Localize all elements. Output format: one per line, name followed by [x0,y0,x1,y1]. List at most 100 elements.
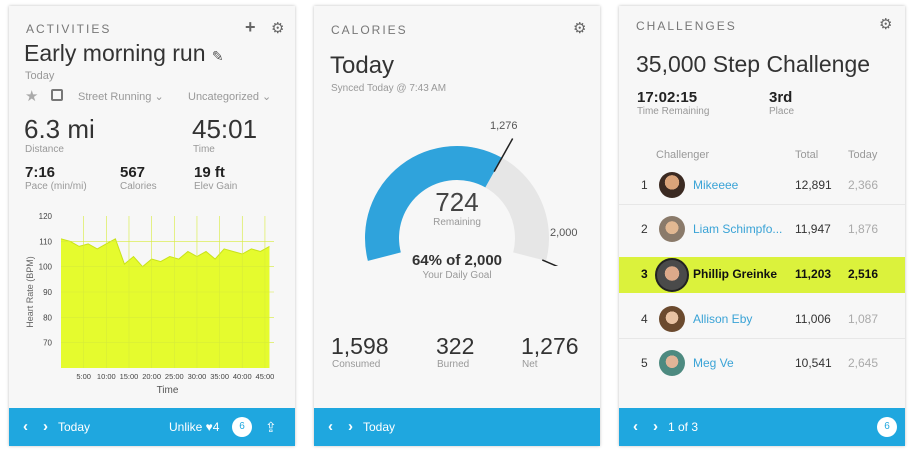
time-remaining-label: Time Remaining [637,106,710,117]
row-rank: 3 [641,267,648,281]
footer-date: Today [363,420,396,434]
heart-rate-line [60,238,270,268]
activity-date: Today [25,70,55,82]
prev-arrow-icon[interactable]: ‹ [328,418,333,435]
comment-count-badge[interactable]: 6 [877,417,897,437]
footer-date: Today [58,420,91,434]
avatar [659,306,685,332]
elev-gain-label: Elev Gain [194,181,238,192]
gauge-top-label: 1,276 [490,120,518,132]
comment-count-badge[interactable]: 6 [232,417,252,437]
activity-type-select[interactable]: Street Running ⌄ [78,90,164,103]
prev-arrow-icon[interactable]: ‹ [23,418,28,435]
net-label: Net [522,359,538,370]
calories-section-label: CALORIES [331,23,408,37]
challenges-card: CHALLENGES ⚙ 35,000 Step Challenge 17:02… [619,6,905,446]
add-icon[interactable]: + [245,17,256,37]
remaining-label: Remaining [433,217,481,228]
net-value: 1,276 [521,333,579,359]
synced-status: Synced Today @ 7:43 AM [331,83,447,94]
row-divider [619,204,905,205]
activities-card: ACTIVITIES + ⚙ Early morning run ✎ Today… [9,6,295,446]
gear-icon[interactable]: ⚙ [573,20,587,37]
table-row-current-user[interactable]: 3 Phillip Greinke 11,203 2,516 [619,257,905,293]
table-row[interactable]: 4 Allison Eby 11,006 1,087 [619,302,905,338]
distance-value: 6.3 mi [24,114,95,144]
consumed-value: 1,598 [331,333,389,359]
x-axis-label: Time [157,385,179,396]
challenges-footer: ‹ › 1 of 3 6 [619,408,905,446]
chevron-down-icon: ⌄ [262,91,272,103]
column-header-total: Total [795,149,819,161]
gauge-progress-arc [365,145,502,261]
column-header-today: Today [848,149,878,161]
remaining-value: 724 [435,187,479,217]
avatar [659,350,685,376]
avatar [655,258,689,292]
table-row[interactable]: 5 Meg Ve 10,541 2,645 [619,346,905,382]
prev-arrow-icon[interactable]: ‹ [633,418,638,435]
y-tick-label: 70 [43,339,52,348]
row-total: 12,891 [795,178,832,192]
share-icon[interactable]: ⇪ [265,419,277,435]
row-today: 1,087 [848,312,879,326]
calorie-gauge [365,138,559,266]
star-icon[interactable]: ★ [25,88,39,105]
category-select[interactable]: Uncategorized ⌄ [188,90,271,103]
challenger-name-link[interactable]: Allison Eby [693,312,753,326]
goal-label: Your Daily Goal [422,270,492,281]
chevron-down-icon: ⌄ [154,91,164,103]
x-tick-label: 45:00 [256,372,275,381]
calories-footer: ‹ › Today [314,408,600,446]
activity-title-text: Early morning run [24,40,206,66]
row-today: 2,516 [848,267,879,281]
avatar [659,172,685,198]
row-total: 10,541 [795,356,832,370]
table-row[interactable]: 1 Mikeeee 12,891 2,366 [619,168,905,204]
edit-box-icon[interactable] [51,89,63,101]
row-rank: 4 [641,312,648,326]
gauge-marker-line [493,138,514,173]
unlike-button[interactable]: Unlike ♥4 [169,420,220,434]
next-arrow-icon[interactable]: › [43,418,48,435]
activity-type-value: Street Running [78,91,152,103]
y-tick-label: 100 [39,263,53,272]
place-value: 3rd [769,89,793,106]
next-arrow-icon[interactable]: › [348,418,353,435]
challenger-name-link[interactable]: Meg Ve [693,356,734,370]
burned-label: Burned [437,359,470,370]
row-rank: 2 [641,222,648,236]
y-tick-label: 110 [39,237,52,246]
edit-pencil-icon[interactable]: ✎ [211,48,224,64]
pager-text: 1 of 3 [668,420,699,434]
x-tick-label: 40:00 [233,372,252,381]
challenger-name-link[interactable]: Phillip Greinke [693,267,778,281]
burned-value: 322 [436,333,475,359]
gear-icon[interactable]: ⚙ [271,20,285,37]
table-row[interactable]: 2 Liam Schimpfo... 11,947 1,876 [619,212,905,248]
next-arrow-icon[interactable]: › [653,418,658,435]
heart-rate-area [61,238,270,368]
activities-section-label: ACTIVITIES [26,22,112,36]
x-tick-label: 10:00 [97,372,116,381]
calories-label: Calories [120,181,157,192]
heart-rate-chart: 120 110 100 90 80 70 5:00 10:00 15:00 20:00 25:00 3… [25,212,275,396]
y-tick-label: 120 [39,212,53,221]
distance-label: Distance [25,144,64,155]
consumed-label: Consumed [332,359,381,370]
challenger-name-link[interactable]: Mikeeee [693,178,739,192]
challenge-title: 35,000 Step Challenge [636,51,871,77]
pace-label: Pace (min/mi) [25,181,87,192]
time-value: 45:01 [192,114,258,144]
y-axis-label: Heart Rate (BPM) [25,256,35,328]
elev-gain-value: 19 ft [194,164,225,181]
x-tick-label: 20:00 [142,372,161,381]
challenger-name-link[interactable]: Liam Schimpfo... [693,222,783,236]
column-header-challenger: Challenger [656,149,710,161]
gear-icon[interactable]: ⚙ [879,16,893,33]
category-value: Uncategorized [188,91,259,103]
row-today: 1,876 [848,222,879,236]
calories-card: CALORIES ⚙ Today Synced Today @ 7:43 AM … [314,6,600,446]
x-tick-label: 30:00 [188,372,207,381]
row-rank: 1 [641,178,648,192]
